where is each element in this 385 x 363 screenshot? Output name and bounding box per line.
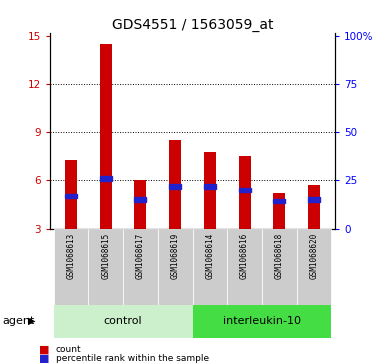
FancyBboxPatch shape bbox=[88, 229, 123, 305]
Text: ■: ■ bbox=[38, 354, 49, 363]
Text: GSM1068613: GSM1068613 bbox=[66, 233, 75, 279]
FancyBboxPatch shape bbox=[123, 229, 158, 305]
FancyBboxPatch shape bbox=[297, 229, 331, 305]
Bar bbox=[273, 199, 285, 203]
Bar bbox=[54, 305, 192, 338]
Bar bbox=[100, 44, 112, 229]
Text: GSM1068615: GSM1068615 bbox=[101, 233, 110, 279]
Bar bbox=[308, 185, 320, 229]
Text: GSM1068617: GSM1068617 bbox=[136, 233, 145, 279]
FancyBboxPatch shape bbox=[158, 229, 192, 305]
Bar bbox=[273, 193, 285, 229]
Text: ■: ■ bbox=[38, 344, 49, 354]
Text: count: count bbox=[56, 345, 82, 354]
Bar bbox=[134, 180, 146, 229]
Bar bbox=[169, 140, 181, 229]
Text: GSM1068618: GSM1068618 bbox=[275, 233, 284, 279]
FancyBboxPatch shape bbox=[227, 229, 262, 305]
Text: GSM1068614: GSM1068614 bbox=[205, 233, 214, 279]
Bar bbox=[308, 197, 320, 202]
Text: ▶: ▶ bbox=[28, 316, 35, 326]
FancyBboxPatch shape bbox=[192, 229, 227, 305]
Bar bbox=[134, 197, 146, 202]
Bar bbox=[204, 184, 216, 189]
Text: GSM1068616: GSM1068616 bbox=[240, 233, 249, 279]
Text: control: control bbox=[104, 316, 142, 326]
Bar bbox=[192, 305, 331, 338]
Bar bbox=[204, 152, 216, 229]
Title: GDS4551 / 1563059_at: GDS4551 / 1563059_at bbox=[112, 18, 273, 32]
Bar bbox=[169, 184, 181, 189]
Bar bbox=[239, 156, 251, 229]
Text: agent: agent bbox=[2, 316, 34, 326]
Text: percentile rank within the sample: percentile rank within the sample bbox=[56, 354, 209, 363]
Bar bbox=[100, 176, 112, 181]
Bar bbox=[65, 160, 77, 229]
Bar bbox=[239, 188, 251, 192]
Text: GSM1068619: GSM1068619 bbox=[171, 233, 180, 279]
Bar bbox=[65, 194, 77, 199]
Text: interleukin-10: interleukin-10 bbox=[223, 316, 301, 326]
FancyBboxPatch shape bbox=[54, 229, 88, 305]
Text: GSM1068620: GSM1068620 bbox=[310, 233, 319, 279]
FancyBboxPatch shape bbox=[262, 229, 297, 305]
